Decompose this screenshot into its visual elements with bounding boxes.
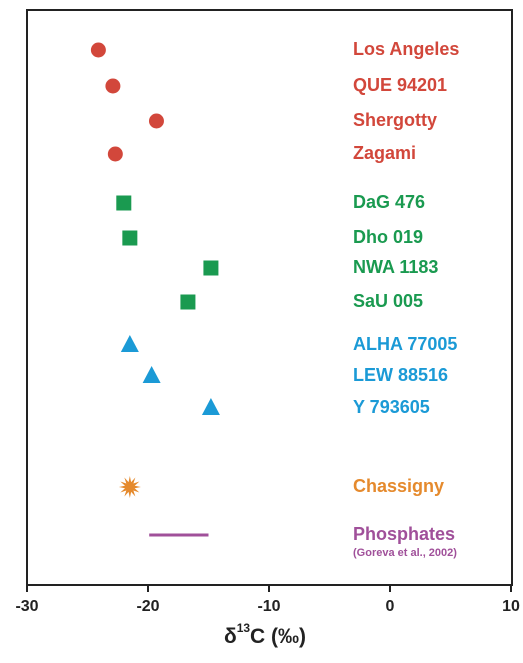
marker-triangle [201,398,220,415]
marker-circle [107,146,123,162]
marker-square [122,230,138,246]
marker-square [116,195,132,211]
x-tick-label: 0 [386,598,395,615]
marker-triangle [142,366,161,383]
marker-square [180,294,196,310]
x-tick-label: 10 [502,598,520,615]
x-label-sup: 13 [237,621,251,635]
marker-square [203,260,219,276]
x-label-symbol: δ [224,625,237,648]
x-axis-label: δ13C (‰) [224,621,306,647]
point-label: Y 793605 [353,397,430,417]
marker-triangle [120,335,139,352]
marker-circle [105,78,121,94]
marker-star [118,476,141,498]
point-label: Los Angeles [353,39,459,59]
point-label: ALHA 77005 [353,334,457,354]
x-tick-label: -10 [257,598,280,615]
marker-circle [90,42,106,58]
point-note: (Goreva et al., 2002) [353,547,457,559]
x-label-rest: C (‰) [250,625,306,648]
point-label: Shergotty [353,110,437,130]
point-label: Zagami [353,143,416,163]
point-label: LEW 88516 [353,365,448,385]
x-tick-label: -30 [15,598,38,615]
marker-circle [148,113,164,129]
point-label: NWA 1183 [353,257,438,277]
point-label: Phosphates [353,524,455,544]
point-label: SaU 005 [353,291,423,311]
point-label: QUE 94201 [353,75,447,95]
plot-frame [26,9,513,586]
point-label: Dho 019 [353,227,423,247]
point-label: Chassigny [353,476,444,496]
x-tick-label: -20 [136,598,159,615]
point-label: DaG 476 [353,192,425,212]
